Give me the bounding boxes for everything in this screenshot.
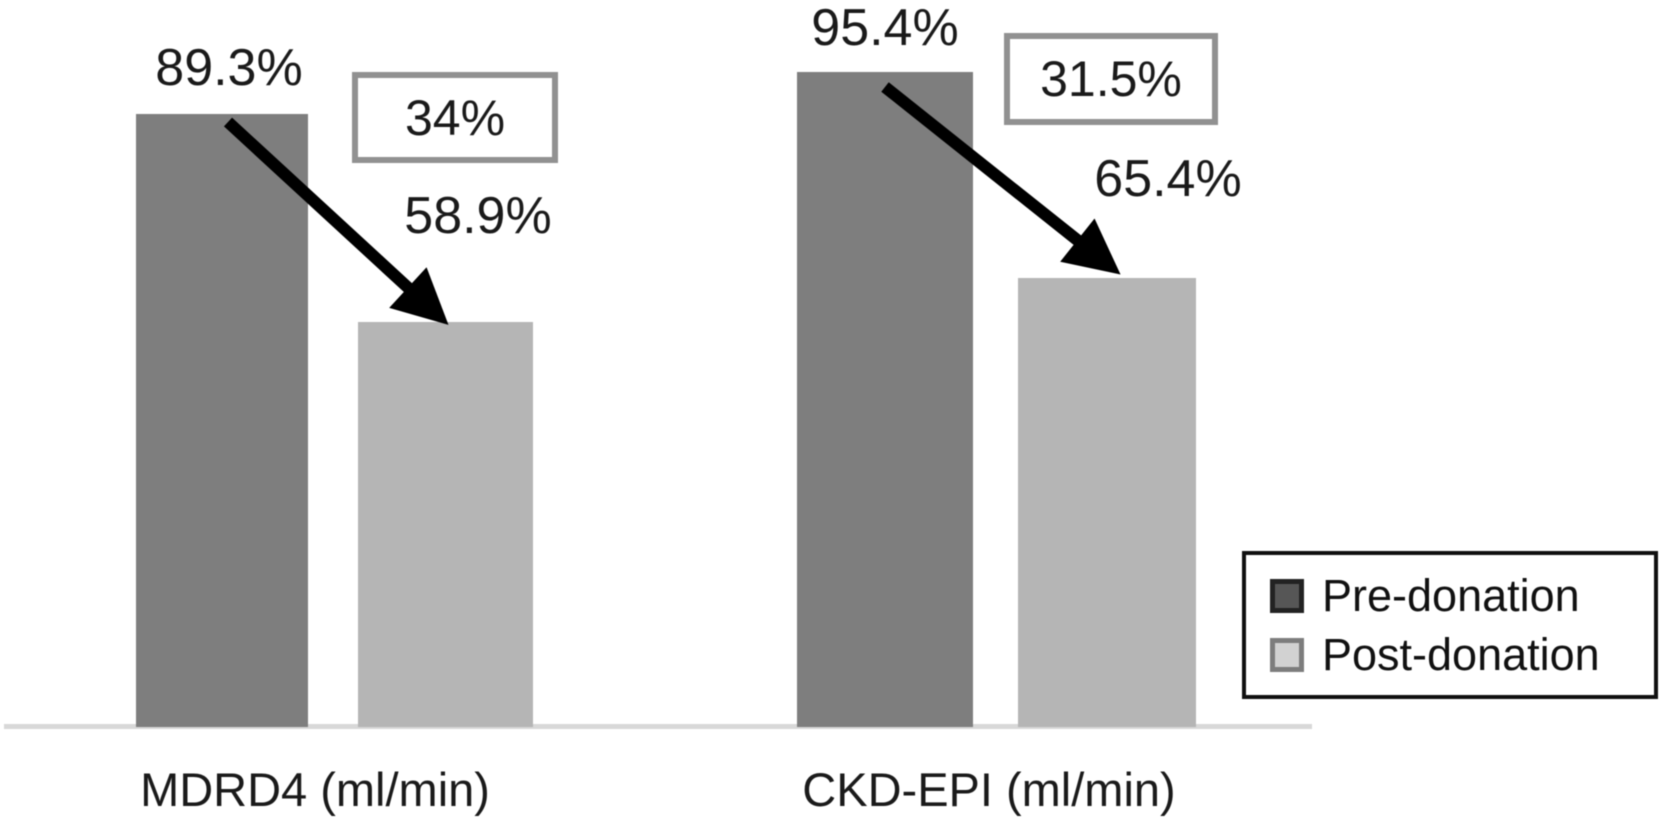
category-label-ckdepi: CKD-EPI (ml/min): [802, 763, 1176, 816]
bar-post-donation-ckdepi: [1018, 278, 1196, 727]
x-axis-baseline: [4, 724, 1312, 729]
decrease-annotation-box-ckdepi: 31.5%: [1004, 33, 1218, 125]
value-label-pre-mdrd4: 89.3%: [155, 39, 303, 97]
legend-label-post-donation: Post-donation: [1322, 629, 1600, 680]
legend-label-pre-donation: Pre-donation: [1322, 570, 1580, 621]
legend-item-pre-donation: Pre-donation: [1270, 573, 1654, 618]
bar-pre-donation-ckdepi: [797, 72, 973, 727]
value-label-pre-ckdepi: 95.4%: [811, 0, 959, 57]
legend: Pre-donation Post-donation: [1242, 551, 1658, 699]
decrease-annotation-text-ckdepi: 31.5%: [1040, 51, 1182, 107]
pre-donation-swatch-icon: [1270, 578, 1304, 613]
decrease-annotation-box-mdrd4: 34%: [352, 72, 558, 163]
decrease-annotation-text-mdrd4: 34%: [404, 89, 506, 146]
value-label-post-mdrd4: 58.9%: [404, 187, 552, 245]
bar-pre-donation-mdrd4: [136, 114, 308, 727]
value-label-post-ckdepi: 65.4%: [1094, 150, 1242, 208]
legend-item-post-donation: Post-donation: [1270, 632, 1654, 677]
bar-post-donation-mdrd4: [358, 322, 533, 727]
category-label-mdrd4: MDRD4 (ml/min): [140, 763, 490, 816]
post-donation-swatch-icon: [1270, 637, 1304, 672]
